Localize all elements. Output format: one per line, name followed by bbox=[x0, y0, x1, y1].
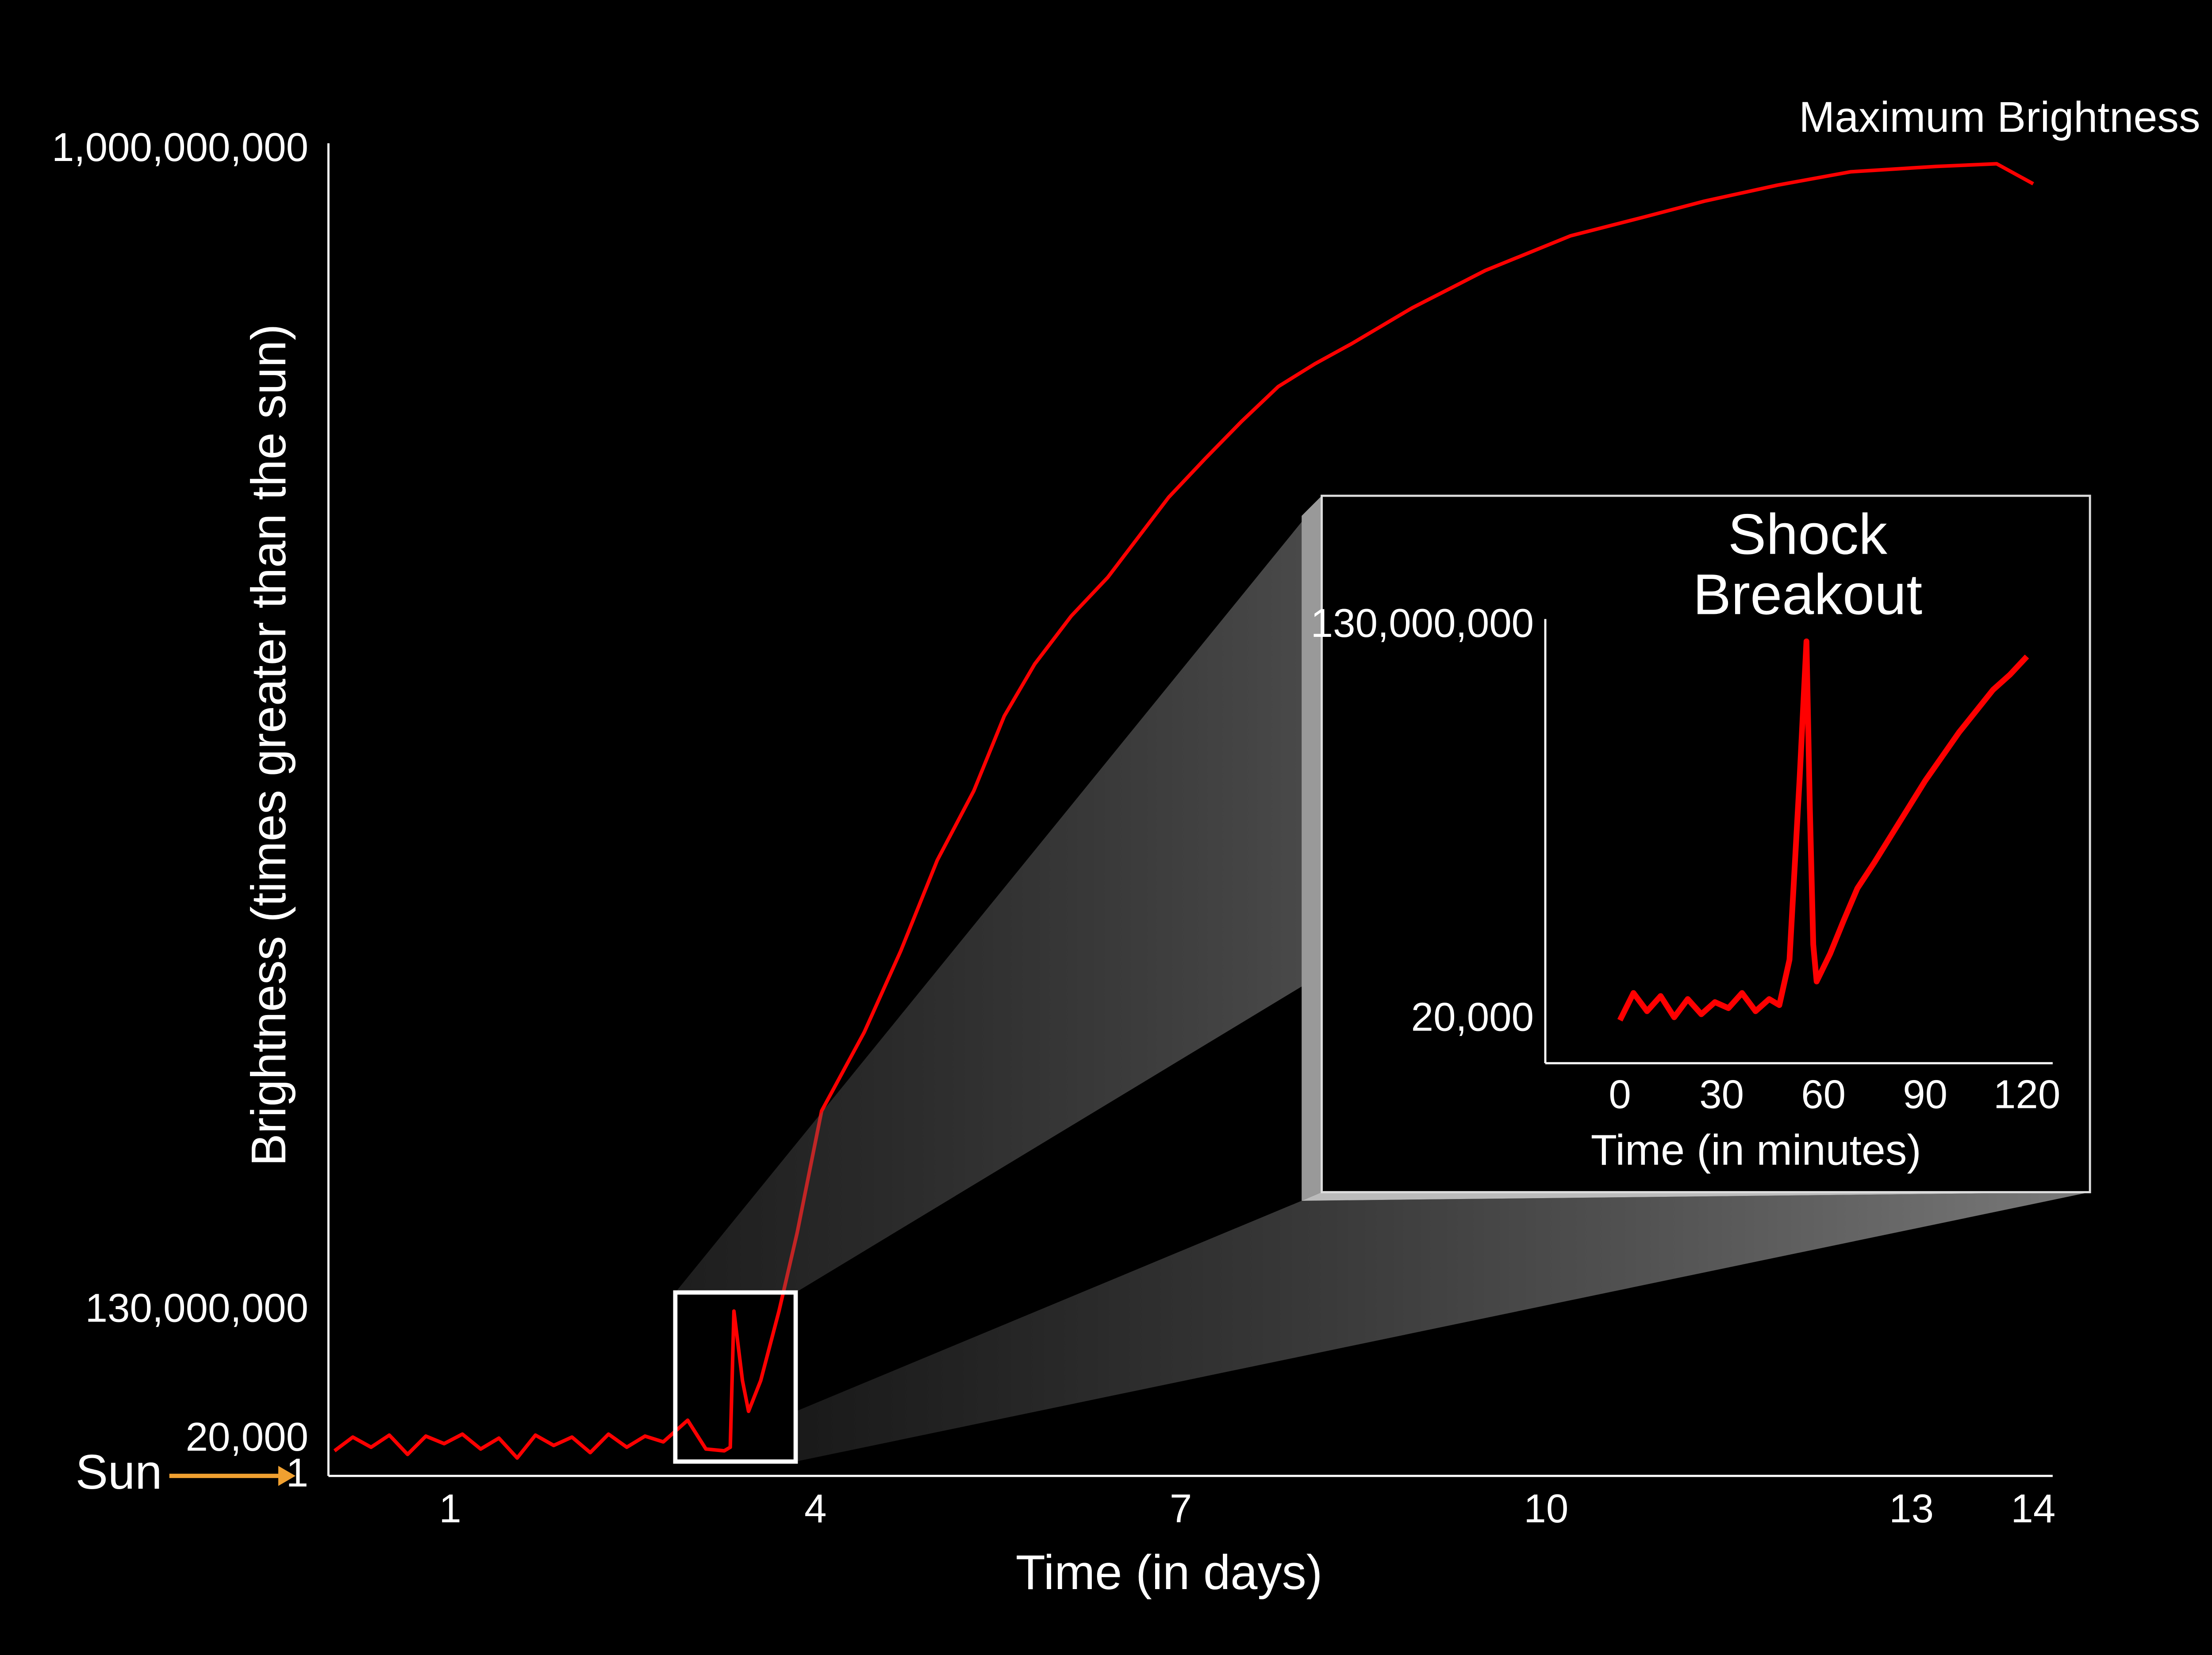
y-tick-label: 1,000,000,000 bbox=[52, 125, 308, 170]
inset-bevel bbox=[1302, 495, 1322, 1201]
x-axis-title: Time (in minutes) bbox=[1591, 1126, 1921, 1174]
sun-label: Sun bbox=[76, 1445, 162, 1499]
y-axis-title: Brightness (times greater than the sun) bbox=[242, 324, 296, 1166]
x-tick-label: 14 bbox=[2011, 1486, 2055, 1531]
x-tick-label: 1 bbox=[439, 1486, 461, 1531]
annotation: Shock bbox=[1728, 502, 1887, 566]
inset-bevel bbox=[1302, 1192, 2090, 1201]
annotation: Breakout bbox=[1693, 563, 1923, 626]
series-line bbox=[333, 162, 2034, 1460]
x-tick-label: 13 bbox=[1889, 1486, 1934, 1531]
zoom-ray bbox=[675, 497, 1322, 1293]
zoom-box bbox=[673, 1290, 798, 1464]
x-tick-label: 7 bbox=[1170, 1486, 1192, 1531]
x-tick-label: 90 bbox=[1903, 1073, 1947, 1117]
inset-chart: 20,000 130,000,000 0 30 60 90 120 Time (in minu… bbox=[1311, 502, 2061, 1174]
y-tick-label: 130,000,000 bbox=[1311, 601, 1534, 646]
x-axis-title: Time (in days) bbox=[1016, 1545, 1323, 1600]
inset-panel bbox=[1321, 494, 2091, 1193]
series-line bbox=[1617, 638, 2029, 1022]
x-tick-label: 4 bbox=[804, 1486, 826, 1531]
x-tick-label: 120 bbox=[1993, 1073, 2060, 1117]
x-tick-label: 30 bbox=[1699, 1073, 1744, 1117]
sun-arrow-head bbox=[278, 1466, 296, 1486]
y-tick-label: 20,000 bbox=[186, 1415, 308, 1460]
x-tick-label: 0 bbox=[1609, 1073, 1631, 1117]
y-tick-label: 130,000,000 bbox=[85, 1286, 308, 1330]
annotation: Maximum Brightness bbox=[1799, 93, 2200, 141]
x-tick-label: 60 bbox=[1801, 1073, 1846, 1117]
x-tick-label: 10 bbox=[1524, 1486, 1568, 1531]
y-tick-label: 20,000 bbox=[1411, 995, 1534, 1040]
